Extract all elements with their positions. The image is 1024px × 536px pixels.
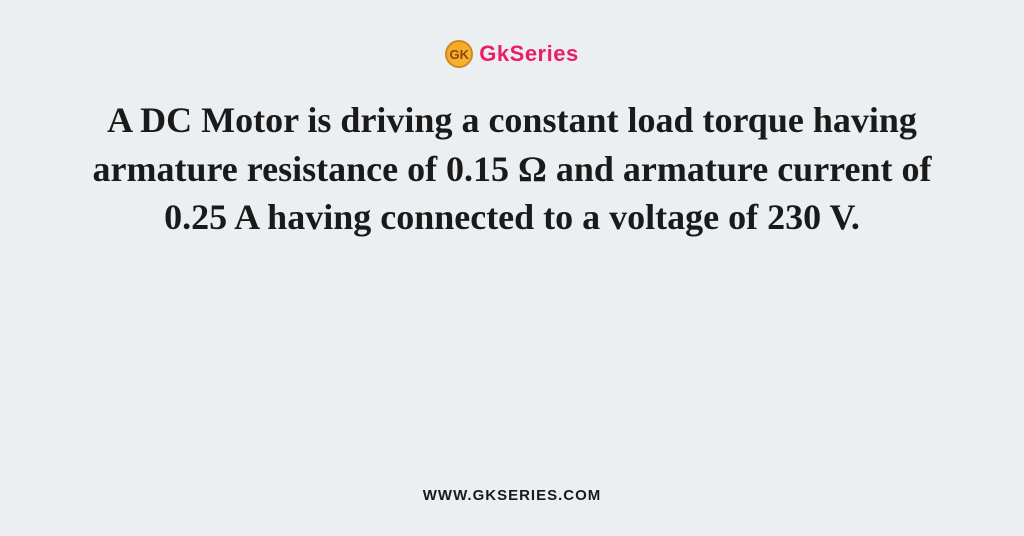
footer-url-text: WWW.GKSERIES.COM [423,487,602,504]
logo-icon-text: GK [450,47,470,62]
main-content-text: A DC Motor is driving a constant load to… [72,96,952,242]
logo-container: GK GkSeries [445,40,578,68]
logo-icon: GK [445,40,473,68]
logo-brand-text: GkSeries [479,41,578,67]
